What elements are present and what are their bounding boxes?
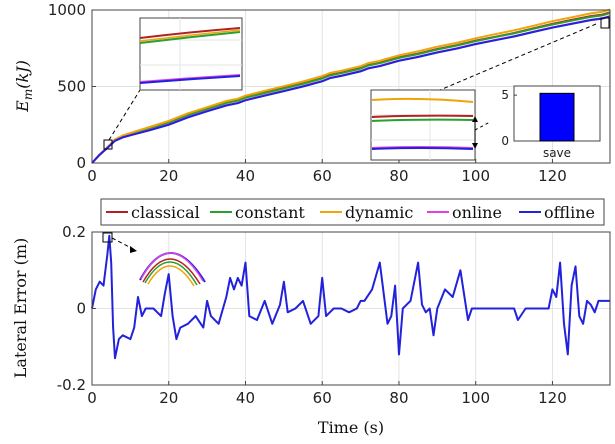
inset2-constant bbox=[371, 118, 474, 122]
energy-xtick-label: 20 bbox=[159, 167, 178, 185]
lateral-ytick-label: 0.2 bbox=[62, 223, 86, 241]
inset1-dynamic bbox=[139, 29, 241, 42]
legend-label-classical: classical bbox=[131, 203, 200, 222]
lateral-xtick-label: 60 bbox=[313, 389, 332, 407]
inset1-classical bbox=[139, 27, 241, 39]
energy-series-offline bbox=[91, 15, 611, 164]
save-bar-label: save bbox=[543, 146, 571, 160]
save-bar-ytick-label: 5 bbox=[501, 88, 509, 102]
energy-xtick-label: 60 bbox=[313, 167, 332, 185]
energy-ytick-label: 1000 bbox=[48, 1, 86, 19]
lateral-xtick-label: 80 bbox=[389, 389, 408, 407]
lateral-ytick-label: 0 bbox=[76, 300, 86, 318]
energy-series-dynamic bbox=[91, 8, 611, 164]
legend-label-dynamic: dynamic bbox=[345, 203, 413, 222]
inset1-offline bbox=[139, 75, 241, 84]
time-xlabel: Time (s) bbox=[318, 418, 384, 437]
energy-xtick-label: 80 bbox=[389, 167, 408, 185]
lateral-xtick-label: 40 bbox=[236, 389, 255, 407]
legend-label-constant: constant bbox=[235, 203, 305, 222]
inset2-classical bbox=[371, 114, 474, 118]
save-bar-ytick-label: 0 bbox=[501, 134, 509, 148]
lateral-xtick-label: 100 bbox=[461, 389, 490, 407]
energy-ytick-label: 500 bbox=[57, 78, 86, 96]
inset3-online bbox=[140, 252, 204, 282]
lateral-xtick-label: 0 bbox=[87, 389, 97, 407]
energy-xtick-label: 0 bbox=[87, 167, 97, 185]
lateral-ytick-label: -0.2 bbox=[57, 376, 86, 394]
save-bar bbox=[539, 92, 575, 142]
inset3-constant bbox=[144, 261, 198, 286]
legend-label-offline: offline bbox=[544, 203, 595, 222]
lateral-series-offline bbox=[91, 234, 610, 360]
zoom-box-start bbox=[103, 139, 113, 150]
legend: classical constant dynamic online offline bbox=[100, 198, 605, 226]
energy-xtick-label: 40 bbox=[236, 167, 255, 185]
save-bar-inset: 0 5 save bbox=[501, 85, 601, 160]
inset1-constant bbox=[139, 31, 241, 44]
inset2-dynamic bbox=[371, 97, 474, 103]
energy-series-constant bbox=[91, 12, 611, 164]
zoom-inset-peak bbox=[139, 252, 206, 287]
energy-ylabel: Em(kJ) bbox=[13, 60, 35, 113]
energy-xtick-label: 120 bbox=[538, 167, 567, 185]
inset3-classical bbox=[142, 258, 201, 285]
energy-xtick-label: 100 bbox=[461, 167, 490, 185]
lateral-xtick-label: 20 bbox=[159, 389, 178, 407]
lateral-error-plot: 0 20 40 60 80 100 120-0.200.2 Lateral Error (m… bbox=[11, 223, 611, 437]
zoom-box-end bbox=[600, 17, 610, 29]
inset2-offline bbox=[371, 147, 474, 150]
inset3-dynamic bbox=[147, 265, 195, 287]
energy-plot: 0 20 40 60 80 100 120 0 500 1000 Em(kJ) bbox=[13, 1, 611, 185]
legend-label-online: online bbox=[452, 203, 502, 222]
zoom-connector-2 bbox=[439, 23, 597, 91]
energy-ytick-label: 0 bbox=[76, 154, 86, 172]
zoom-connector-1 bbox=[108, 89, 141, 141]
lateral-xtick-label: 120 bbox=[538, 389, 567, 407]
zoom-inset-start bbox=[139, 17, 243, 91]
zoom-box-peak bbox=[102, 232, 113, 243]
zoom-inset-end bbox=[370, 89, 491, 161]
lateral-error-ylabel: Lateral Error (m) bbox=[11, 238, 30, 378]
